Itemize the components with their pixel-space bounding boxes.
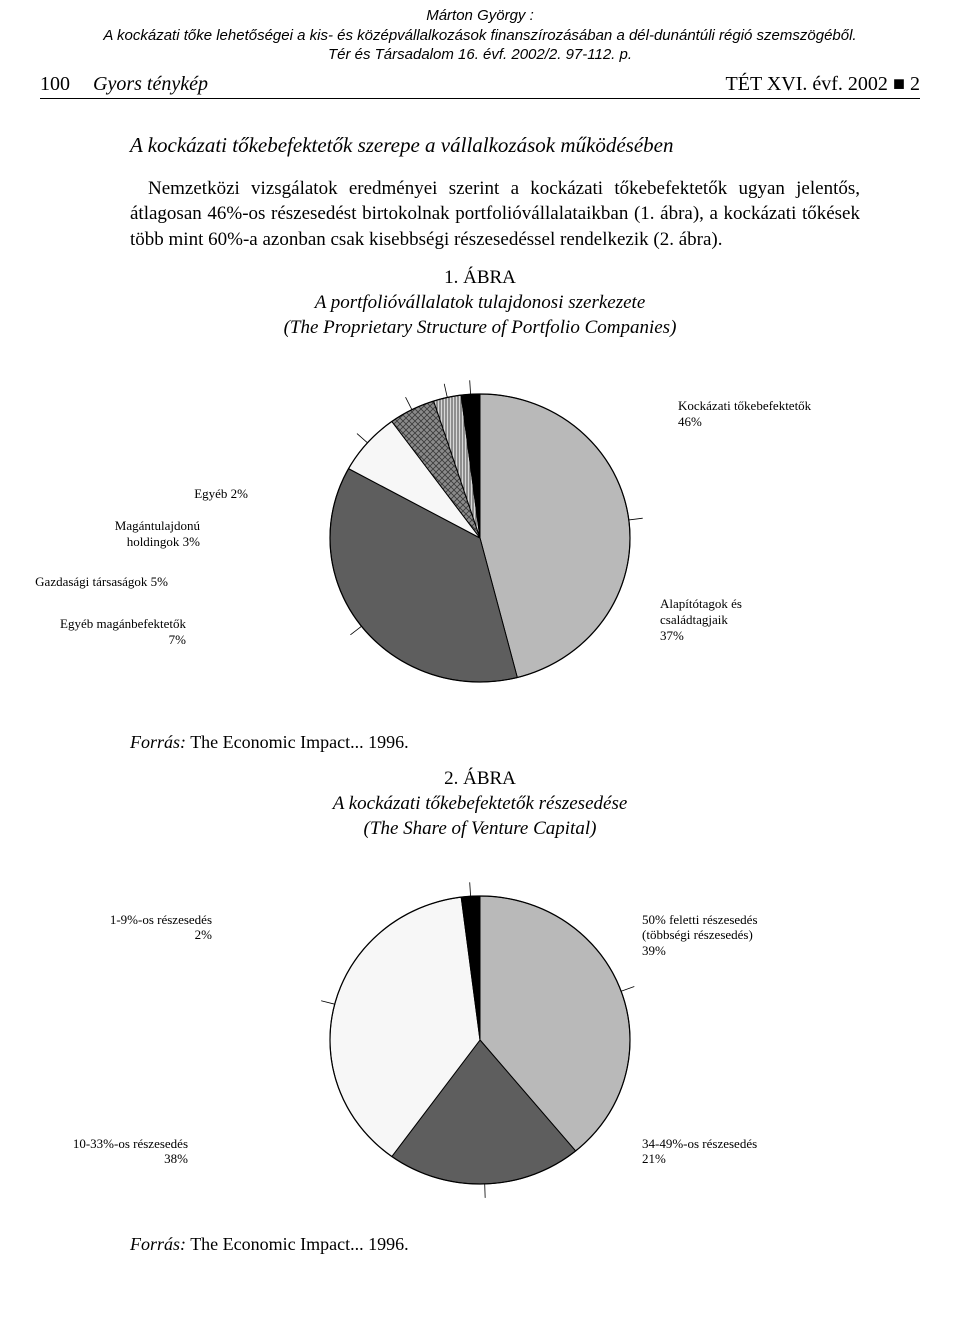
pie-slice-label: 50% feletti részesedés(többségi részesed… [642,912,758,959]
figure2-title-en: (The Share of Venture Capital) [60,817,900,842]
figure1-number: 1. ÁBRA [60,266,900,291]
figure1-source-text: The Economic Impact... 1996. [186,732,409,752]
running-head-right: TÉT XVI. évf. 2002 ■ 2 [726,73,920,96]
running-head: 100 Gyors ténykép TÉT XVI. évf. 2002 ■ 2 [40,69,920,99]
pie-slice-label: Kockázati tőkebefektetők46% [678,398,811,429]
pie-slice-label: 10-33%-os részesedés38% [73,1136,188,1167]
document-header: Márton György : A kockázati tőke lehetős… [0,0,960,69]
page-number: 100 [40,73,70,95]
figure1-chart: Kockázati tőkebefektetők46% Alapítótagok … [130,358,830,718]
pie-slice-label: Gazdasági társaságok 5% [35,574,168,590]
figure2-caption: 2. ÁBRA A kockázati tőkebefektetők része… [60,767,900,841]
header-title: A kockázati tőke lehetőségei a kis- és k… [30,26,930,46]
pie-slice-label: 1-9%-os részesedés2% [110,912,212,943]
figure2-source-text: The Economic Impact... 1996. [186,1234,409,1254]
pie-slice-label: Egyéb magánbefektetők7% [60,616,186,647]
figure1-source-label: Forrás: [130,732,186,752]
pie-slice-label: Egyéb 2% [194,486,248,502]
figure2-source: Forrás: The Economic Impact... 1996. [130,1234,900,1255]
body-paragraph: Nemzetközi vizsgálatok eredményei szerin… [130,176,860,253]
figure1-source: Forrás: The Economic Impact... 1996. [130,732,900,753]
figure1-caption: 1. ÁBRA A portfolióvállalatok tulajdonos… [60,266,900,340]
section-heading: A kockázati tőkebefektetők szerepe a vál… [130,133,900,158]
figure1-title-hu: A portfolióvállalatok tulajdonosi szerke… [60,291,900,316]
running-head-left: 100 Gyors ténykép [40,73,208,96]
pie-slice-label: Alapítótagok éscsaládtagjaik37% [660,596,742,643]
header-journal: Tér és Társadalom 16. évf. 2002/2. 97-11… [30,45,930,65]
figure2-chart: 50% feletti részesedés(többségi részesed… [130,860,830,1220]
figure2-source-label: Forrás: [130,1234,186,1254]
figure2-number: 2. ÁBRA [60,767,900,792]
figure2-title-hu: A kockázati tőkebefektetők részesedése [60,792,900,817]
figure1-title-en: (The Proprietary Structure of Portfolio … [60,316,900,341]
pie-slice-label: Magántulajdonúholdingok 3% [115,518,200,549]
pie-slice-label: 34-49%-os részesedés21% [642,1136,757,1167]
header-author: Márton György : [30,6,930,26]
running-head-section: Gyors ténykép [93,73,208,95]
